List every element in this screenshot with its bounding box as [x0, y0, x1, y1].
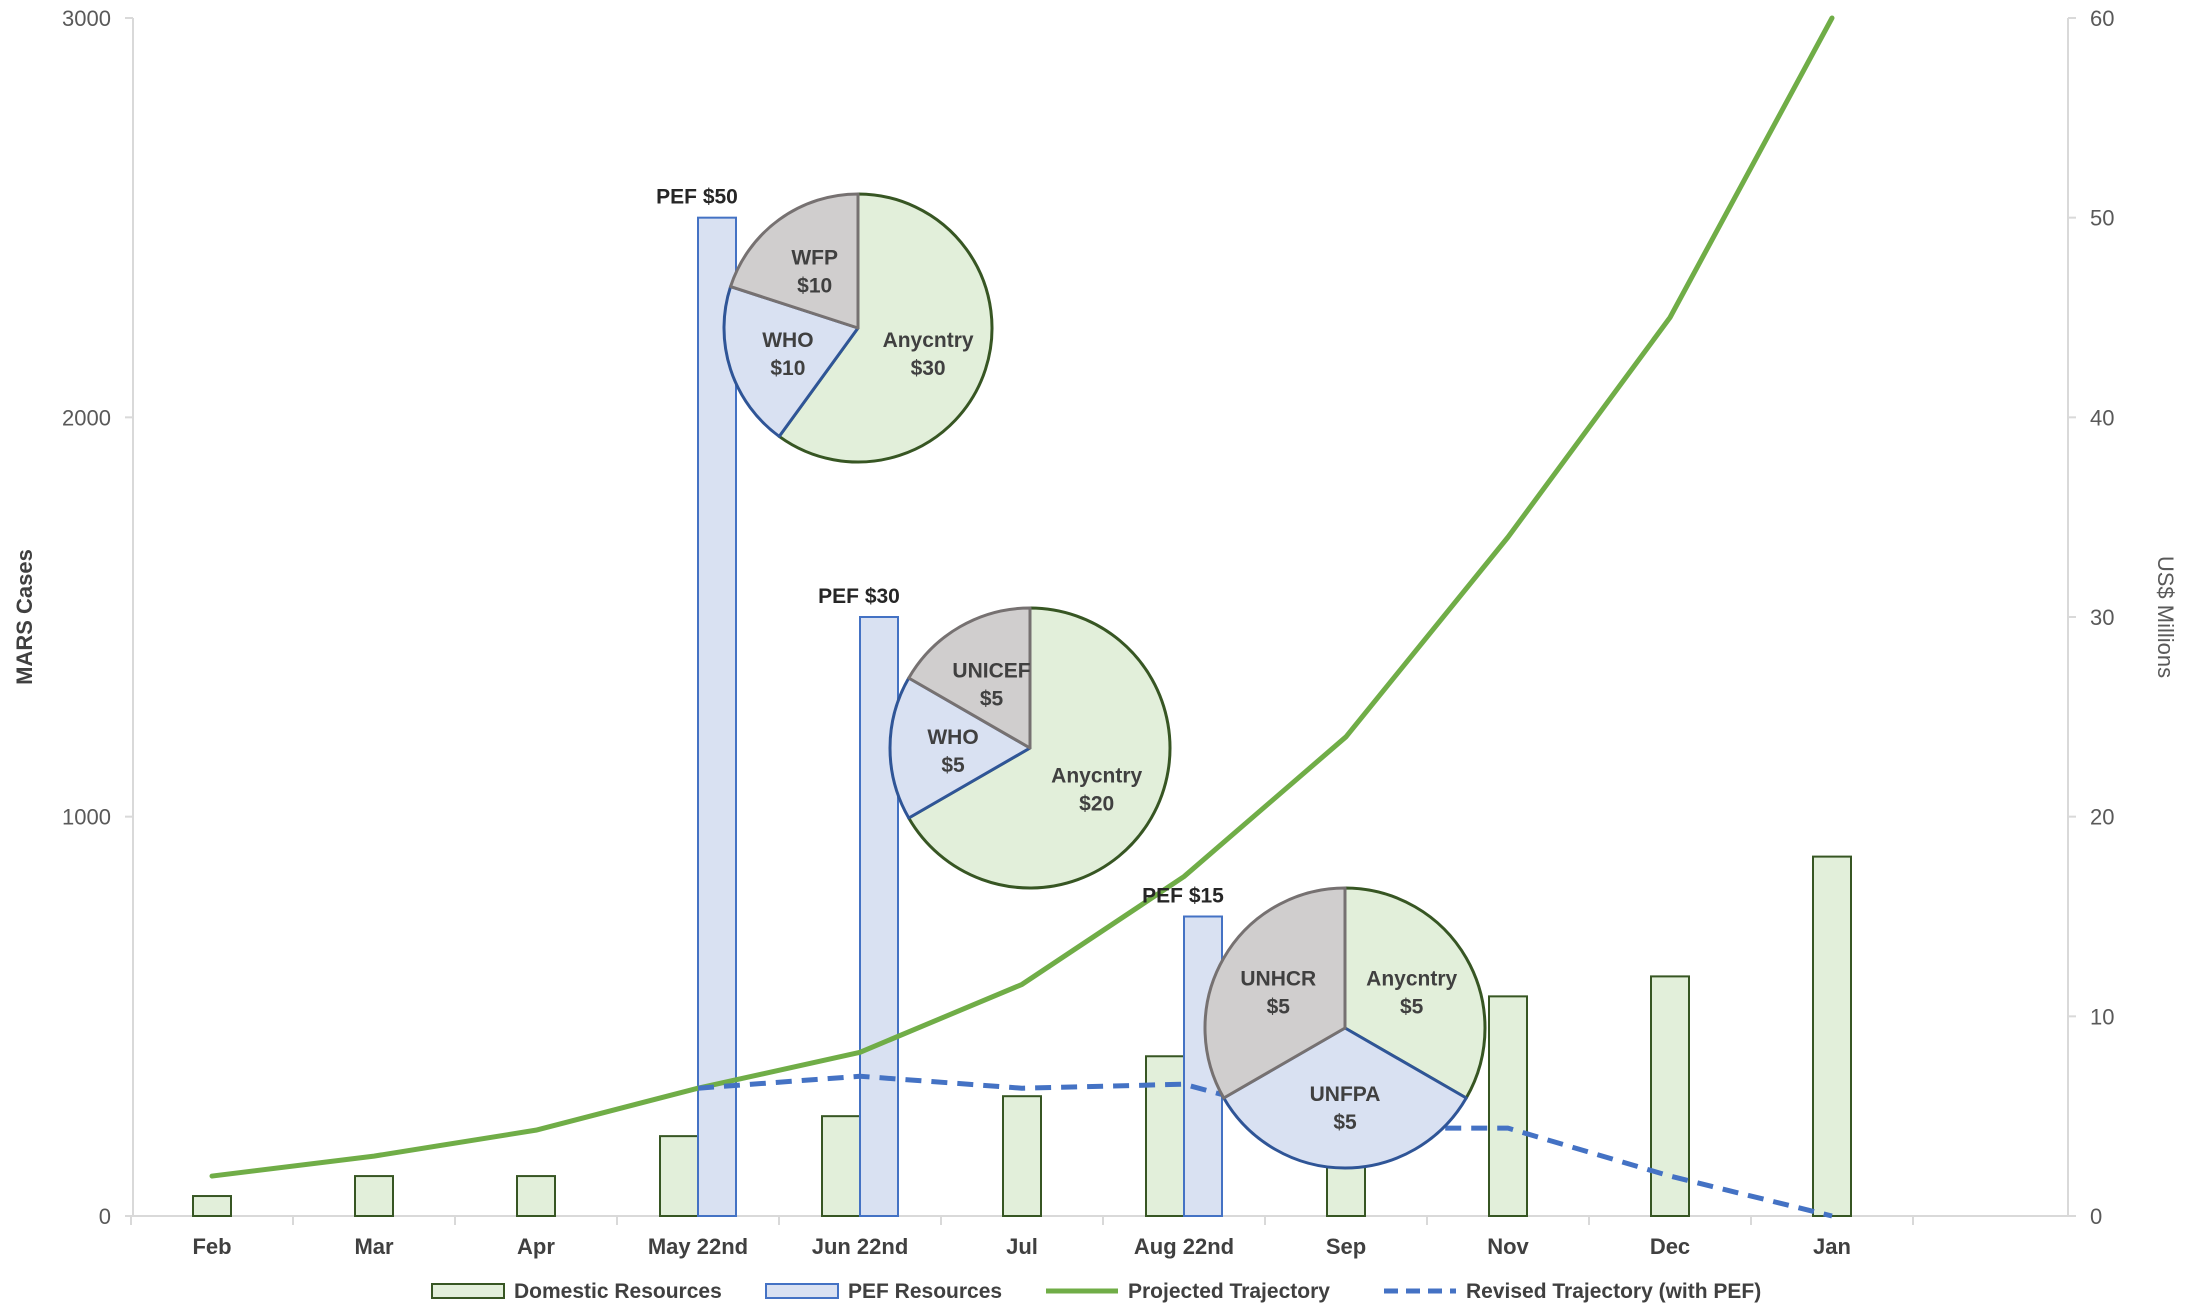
pie-slice-label: Anycntry: [1051, 765, 1142, 788]
pef-resources-bar: [859, 616, 899, 1217]
x-tick-label: May 22nd: [648, 1234, 748, 1259]
pie-slice-wfp: [729, 192, 860, 330]
bars: [192, 216, 1852, 1218]
pie-slice-amount: $30: [911, 357, 946, 380]
right-tick-label: 30: [2090, 605, 2114, 630]
projected-trajectory-line: [209, 15, 1835, 1179]
pie-slice-amount: $5: [1333, 1111, 1357, 1134]
left-tick-label: 0: [99, 1204, 111, 1229]
revised-trajectory-line: [697, 1073, 1833, 1219]
domestic-resources-bar: [1650, 975, 1690, 1218]
pie-slice-unfpa: [1222, 1026, 1468, 1170]
domestic-resources-bar: [516, 1175, 556, 1217]
pie-slice-label: UNHCR: [1240, 968, 1316, 991]
legend-label: Domestic Resources: [514, 1280, 722, 1303]
right-tick-label: 20: [2090, 805, 2114, 830]
right-tick-label: 40: [2090, 405, 2114, 430]
pie-slice-amount: $10: [770, 357, 805, 380]
pef-bar-data-label: PEF $30: [818, 585, 900, 608]
legend-label: PEF Resources: [848, 1280, 1002, 1303]
legend-label: Projected Trajectory: [1128, 1280, 1330, 1303]
pef-bar-data-label: PEF $50: [656, 186, 738, 209]
legend-swatch: [765, 1283, 839, 1299]
x-tick-label: Jul: [1006, 1234, 1038, 1259]
domestic-resources-bar: [821, 1115, 861, 1217]
pef-resources-bar: [697, 216, 737, 1217]
pie-slice-label: WFP: [791, 246, 838, 269]
trajectory-lines: [209, 15, 1835, 1219]
pie-slice-who: [888, 676, 1032, 820]
domestic-resources-bar: [192, 1195, 232, 1217]
pie-slice-amount: $5: [1267, 996, 1291, 1019]
right-tick-label: 10: [2090, 1004, 2114, 1029]
legend-swatch: [431, 1283, 505, 1299]
domestic-resources-bar: [1488, 995, 1528, 1217]
x-tick-label: Feb: [192, 1234, 231, 1259]
right-tick-label: 0: [2090, 1204, 2102, 1229]
domestic-resources-bar: [659, 1135, 699, 1217]
x-tick-label: Jan: [1813, 1234, 1851, 1259]
pie-slice-label: UNICEF: [952, 659, 1030, 682]
pie-slice-label: Anycntry: [883, 329, 974, 352]
x-tick-label: Aug 22nd: [1134, 1234, 1234, 1259]
pie-slice-who: [722, 285, 860, 438]
right-tick-label: 50: [2090, 206, 2114, 231]
legend: Domestic Resources PEF Resources Projected…: [431, 1280, 1761, 1303]
pie-slice-label: WHO: [927, 726, 978, 749]
legend-label: Revised Trajectory (with PEF): [1466, 1280, 1761, 1303]
bar-labels: PEF $50 PEF $30 PEF $15: [656, 186, 1224, 908]
pie-slice-label: WHO: [762, 329, 813, 352]
left-axis-title: MARS Cases: [12, 549, 37, 685]
left-tick-label: 2000: [62, 405, 111, 430]
pie-slice-unhcr: [1203, 886, 1347, 1100]
left-tick-label: 3000: [62, 6, 111, 31]
pie-slice-amount: $5: [941, 754, 965, 777]
pie-slice-unicef: [907, 606, 1032, 750]
domestic-resources-bar: [1002, 1095, 1042, 1217]
pie-slice-label: Anycntry: [1366, 968, 1457, 991]
axes: 0 1000 2000 3000 0 10 20 30 40 50 60 Feb Mar Apr May 2…: [12, 6, 2178, 1259]
x-tick-label: Dec: [1650, 1234, 1690, 1259]
pie-slice-amount: $10: [797, 274, 832, 297]
left-tick-label: 1000: [62, 805, 111, 830]
domestic-resources-bar: [1812, 855, 1852, 1217]
pie-slice-amount: $20: [1079, 793, 1114, 816]
pie-slice-anycntry: [907, 606, 1172, 890]
pie-slice-anycntry: [777, 192, 994, 464]
right-axis-title: US$ Millions: [2153, 556, 2178, 678]
pie-slice-anycntry: [1343, 886, 1487, 1100]
x-tick-label: Mar: [354, 1234, 394, 1259]
pef-bar-data-label: PEF $15: [1142, 885, 1224, 908]
pie-charts: Anycntry$30WHO$10WFP$10Anycntry$20WHO$5U…: [722, 192, 1487, 1170]
x-tick-label: Jun 22nd: [812, 1234, 909, 1259]
right-tick-label: 60: [2090, 6, 2114, 31]
pie-slice-label: UNFPA: [1310, 1083, 1381, 1106]
domestic-resources-bar: [1145, 1055, 1185, 1218]
pie-slice-amount: $5: [980, 687, 1004, 710]
pie-slice-amount: $5: [1400, 996, 1424, 1019]
x-tick-label: Sep: [1326, 1234, 1366, 1259]
x-tick-label: Apr: [517, 1234, 555, 1259]
x-tick-label: Nov: [1487, 1234, 1529, 1259]
domestic-resources-bar: [354, 1175, 394, 1217]
